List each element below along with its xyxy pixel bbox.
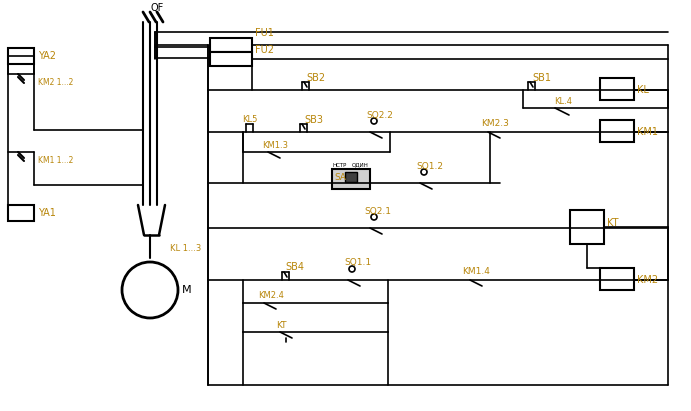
Text: KL 1...3: KL 1...3 (170, 243, 201, 252)
Text: QF: QF (151, 3, 164, 13)
Text: M: M (182, 285, 191, 295)
Text: KM2.3: KM2.3 (481, 118, 509, 127)
Bar (600, 120, 634, 142)
Bar (600, 78, 634, 100)
Text: KM1: KM1 (637, 127, 658, 137)
Text: SB3: SB3 (304, 115, 323, 125)
Text: KM2: KM2 (637, 275, 658, 285)
Text: KT: KT (276, 321, 287, 330)
Circle shape (421, 169, 427, 175)
Text: KT: KT (607, 218, 618, 228)
Text: НСТР: НСТР (333, 162, 348, 168)
Text: SB4: SB4 (285, 262, 304, 272)
Bar (332, 169, 370, 189)
Text: SQ1.1: SQ1.1 (344, 259, 371, 268)
Text: KM1.3: KM1.3 (262, 141, 288, 150)
Text: KM1.4: KM1.4 (462, 266, 490, 275)
Bar (600, 268, 634, 290)
Text: SB1: SB1 (532, 73, 551, 83)
Text: KL5: KL5 (242, 115, 257, 123)
Bar (8, 48, 34, 64)
Text: YA1: YA1 (38, 208, 56, 218)
Text: SQ2.1: SQ2.1 (364, 206, 391, 215)
Circle shape (122, 262, 178, 318)
Circle shape (371, 118, 377, 124)
Bar (210, 38, 252, 52)
Text: SB2: SB2 (306, 73, 325, 83)
Text: YA2: YA2 (38, 51, 56, 61)
Bar (345, 172, 357, 182)
Text: KM2 1...2: KM2 1...2 (38, 78, 73, 86)
Text: ОДИН: ОДИН (352, 162, 369, 168)
Text: KM1 1...2: KM1 1...2 (38, 155, 73, 164)
Text: KL: KL (637, 85, 649, 95)
Circle shape (349, 266, 355, 272)
Text: SQ1.2: SQ1.2 (416, 162, 443, 171)
Bar (570, 210, 604, 244)
Bar (8, 205, 34, 221)
Text: KL.4: KL.4 (554, 97, 572, 106)
Bar (210, 52, 252, 66)
Text: SA: SA (334, 173, 346, 182)
Text: FU2: FU2 (255, 45, 274, 55)
Text: FU1: FU1 (255, 28, 274, 38)
Circle shape (371, 214, 377, 220)
Text: SQ2.2: SQ2.2 (366, 111, 393, 120)
Text: KM2.4: KM2.4 (258, 291, 284, 300)
